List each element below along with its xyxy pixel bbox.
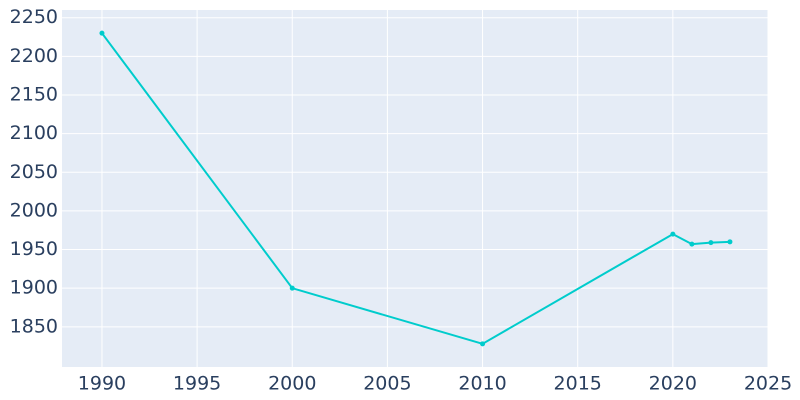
- point: [670, 231, 676, 237]
- point: [708, 240, 714, 246]
- y-tick-label: 1900: [10, 277, 58, 299]
- point: [727, 239, 733, 245]
- point: [689, 241, 695, 247]
- y-tick-label: 2200: [10, 45, 58, 67]
- point: [99, 30, 105, 36]
- x-tick-label: 2015: [554, 373, 602, 395]
- y-tick-label: 2250: [10, 6, 58, 28]
- x-tick-label: 1995: [173, 373, 221, 395]
- x-tick-label: 2005: [363, 373, 411, 395]
- y-tick-label: 2100: [10, 122, 58, 144]
- y-tick-label: 2000: [10, 199, 58, 221]
- x-tick-label: 2025: [744, 373, 792, 395]
- x-tick-label: 1990: [78, 373, 126, 395]
- x-tick-label: 2020: [649, 373, 697, 395]
- y-tick-label: 2150: [10, 84, 58, 106]
- y-tick-label: 1950: [10, 238, 58, 260]
- y-tick-label: 2050: [10, 161, 58, 183]
- plot-area: [62, 10, 768, 367]
- x-tick-label: 2000: [268, 373, 316, 395]
- y-tick-label: 1850: [10, 315, 58, 337]
- point: [480, 341, 486, 347]
- x-tick-label: 2010: [458, 373, 506, 395]
- point: [289, 285, 295, 291]
